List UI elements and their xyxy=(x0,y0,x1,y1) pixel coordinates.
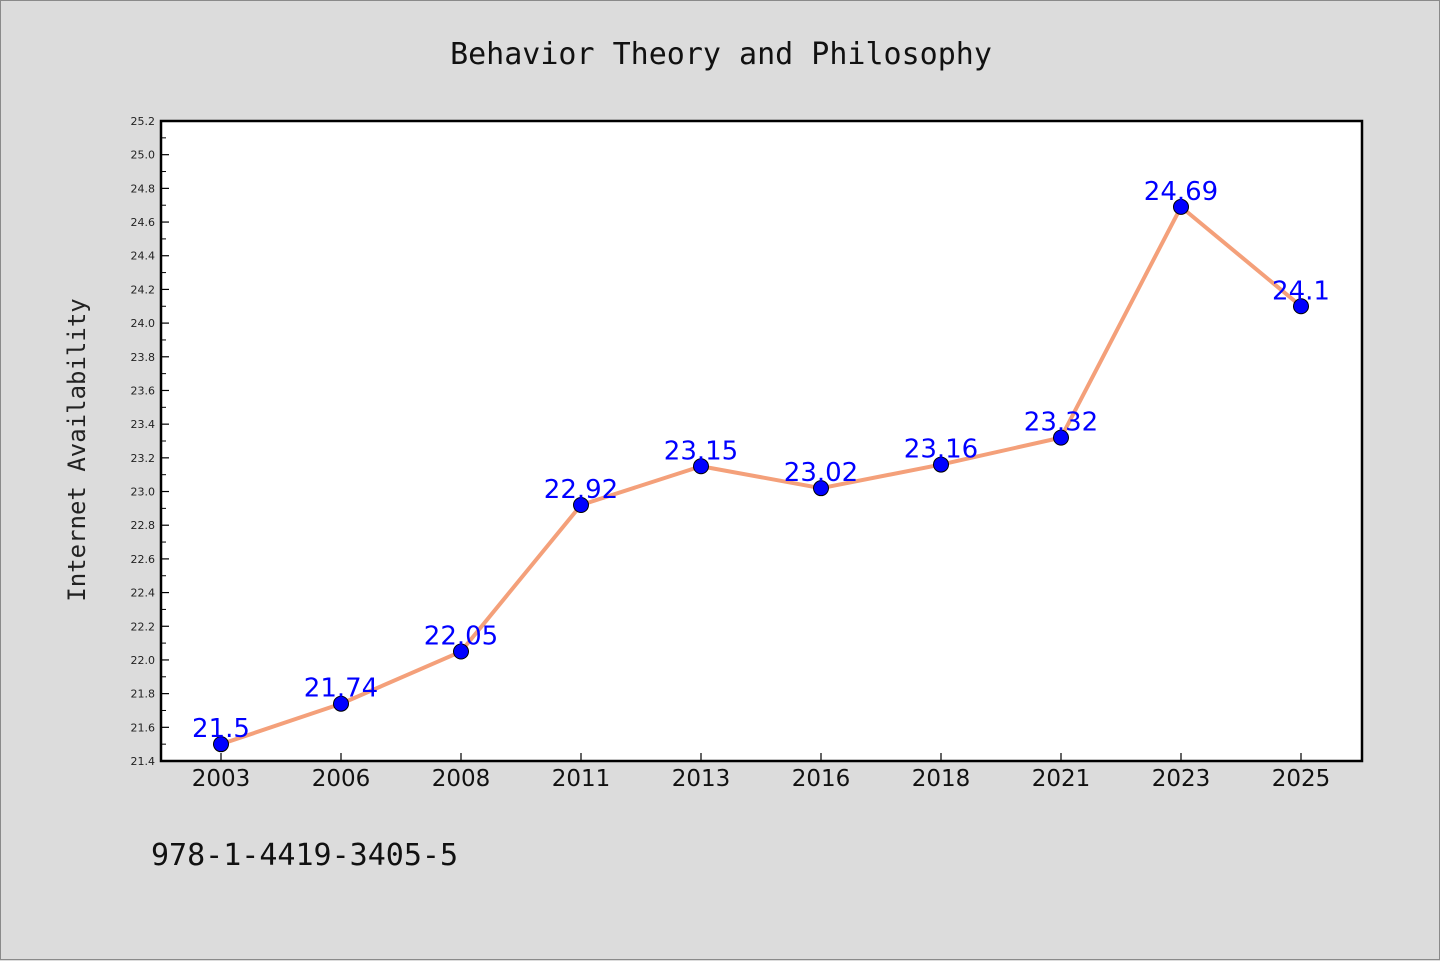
y-tick-label: 23.4 xyxy=(131,418,156,431)
x-tick-label: 2023 xyxy=(1152,766,1211,792)
data-point xyxy=(333,695,349,712)
x-axis: 2003 2006 2008 2011 2013 2016 2018 2021 2023 2025 xyxy=(192,753,1331,792)
data-label: 23.02 xyxy=(784,458,858,488)
y-tick-label: 24.0 xyxy=(131,317,156,330)
data-label: 22.05 xyxy=(424,622,498,652)
y-tick-label: 22.4 xyxy=(131,587,156,600)
data-point xyxy=(813,480,829,497)
data-label: 23.32 xyxy=(1024,408,1098,438)
series-line-group xyxy=(220,204,1303,747)
y-tick-label: 25.0 xyxy=(131,149,156,162)
y-tick-label: 24.6 xyxy=(131,216,156,229)
y-tick-label: 23.0 xyxy=(131,486,156,499)
x-tick-label: 2008 xyxy=(432,766,491,792)
data-label: 24.69 xyxy=(1144,177,1218,207)
y-tick-label: 22.2 xyxy=(131,620,156,633)
y-tick-label: 25.2 xyxy=(131,115,156,128)
chart-title: Behavior Theory and Philosophy xyxy=(450,37,992,72)
data-point xyxy=(213,736,229,753)
data-point xyxy=(693,458,709,475)
y-tick-label: 23.2 xyxy=(131,452,156,465)
y-tick-label: 24.4 xyxy=(131,250,156,263)
data-point xyxy=(1173,198,1189,215)
data-markers xyxy=(213,198,1309,753)
y-tick-label: 24.2 xyxy=(131,283,156,296)
y-tick-label: 21.4 xyxy=(131,755,156,768)
y-axis: 21.4 21.6 21.8 22.0 22.2 22.4 22.6 22.8 23.0 23.2… xyxy=(131,115,169,768)
data-label: 23.16 xyxy=(904,435,978,465)
y-tick-label: 22.6 xyxy=(131,553,156,566)
data-label: 24.1 xyxy=(1272,276,1330,306)
y-tick-label: 23.8 xyxy=(131,351,156,364)
y-tick-label: 23.6 xyxy=(131,384,156,397)
data-point xyxy=(573,497,589,513)
y-tick-label: 21.8 xyxy=(131,688,156,701)
y-tick-label: 21.6 xyxy=(131,721,156,734)
y-axis-label: Internet Availability xyxy=(63,298,91,601)
x-tick-label: 2003 xyxy=(192,766,251,792)
x-tick-label: 2013 xyxy=(672,766,731,792)
x-tick-label: 2018 xyxy=(912,766,971,792)
data-label: 23.15 xyxy=(664,436,738,466)
plot-area xyxy=(159,119,1364,763)
data-point xyxy=(453,643,469,660)
x-tick-label: 2021 xyxy=(1032,766,1091,792)
data-point xyxy=(1293,298,1309,315)
series-line xyxy=(220,204,1303,747)
x-tick-label: 2016 xyxy=(792,766,851,792)
data-label: 21.5 xyxy=(192,714,250,744)
x-tick-label: 2011 xyxy=(552,766,611,792)
data-labels: 21.5 21.74 22.05 22.92 23.15 23.02 23.16 23.32 2… xyxy=(192,177,1330,744)
isbn-text: 978-1-4419-3405-5 xyxy=(151,838,458,873)
data-label: 21.74 xyxy=(304,674,378,704)
data-point xyxy=(1053,429,1069,446)
y-tick-label: 22.8 xyxy=(131,519,156,532)
data-label: 22.92 xyxy=(544,475,618,505)
y-tick-label: 22.0 xyxy=(131,654,156,667)
y-tick-label: 24.8 xyxy=(131,182,156,195)
x-tick-label: 2025 xyxy=(1272,766,1331,792)
data-point xyxy=(933,456,949,473)
x-tick-label: 2006 xyxy=(312,766,371,792)
